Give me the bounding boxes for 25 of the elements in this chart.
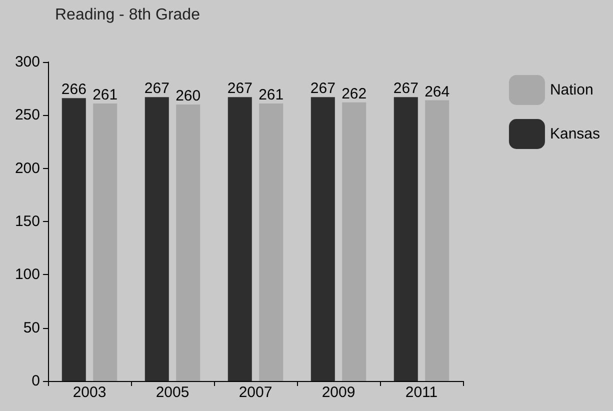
y-tick-label: 0 xyxy=(32,372,40,390)
y-tick-label: 250 xyxy=(14,106,40,124)
x-tick-label: 2009 xyxy=(322,384,356,401)
legend-label: Nation xyxy=(550,82,594,98)
x-tick-label: 2003 xyxy=(72,384,106,401)
data-label: 262 xyxy=(342,85,367,102)
y-tick-label: 100 xyxy=(14,266,40,284)
data-label: 261 xyxy=(92,86,118,104)
data-label: 266 xyxy=(61,81,86,98)
x-tick-label: 2005 xyxy=(156,384,190,401)
legend-label: Kansas xyxy=(550,126,600,142)
data-label: 261 xyxy=(258,86,284,104)
x-tick-label: 2011 xyxy=(405,384,438,401)
y-tick-label: 300 xyxy=(14,54,40,70)
y-tick-label: 200 xyxy=(14,160,40,177)
y-tick-label: 50 xyxy=(23,319,40,336)
data-label: 264 xyxy=(424,83,450,100)
data-label: 267 xyxy=(144,80,170,98)
chart-title: Reading - 8th Grade xyxy=(55,6,200,24)
data-label: 267 xyxy=(227,80,252,98)
x-tick-label: 2007 xyxy=(238,384,272,401)
y-tick-label: 150 xyxy=(14,213,40,230)
data-label: 260 xyxy=(176,88,201,105)
data-label: 267 xyxy=(310,80,336,98)
data-label: 267 xyxy=(393,80,418,98)
